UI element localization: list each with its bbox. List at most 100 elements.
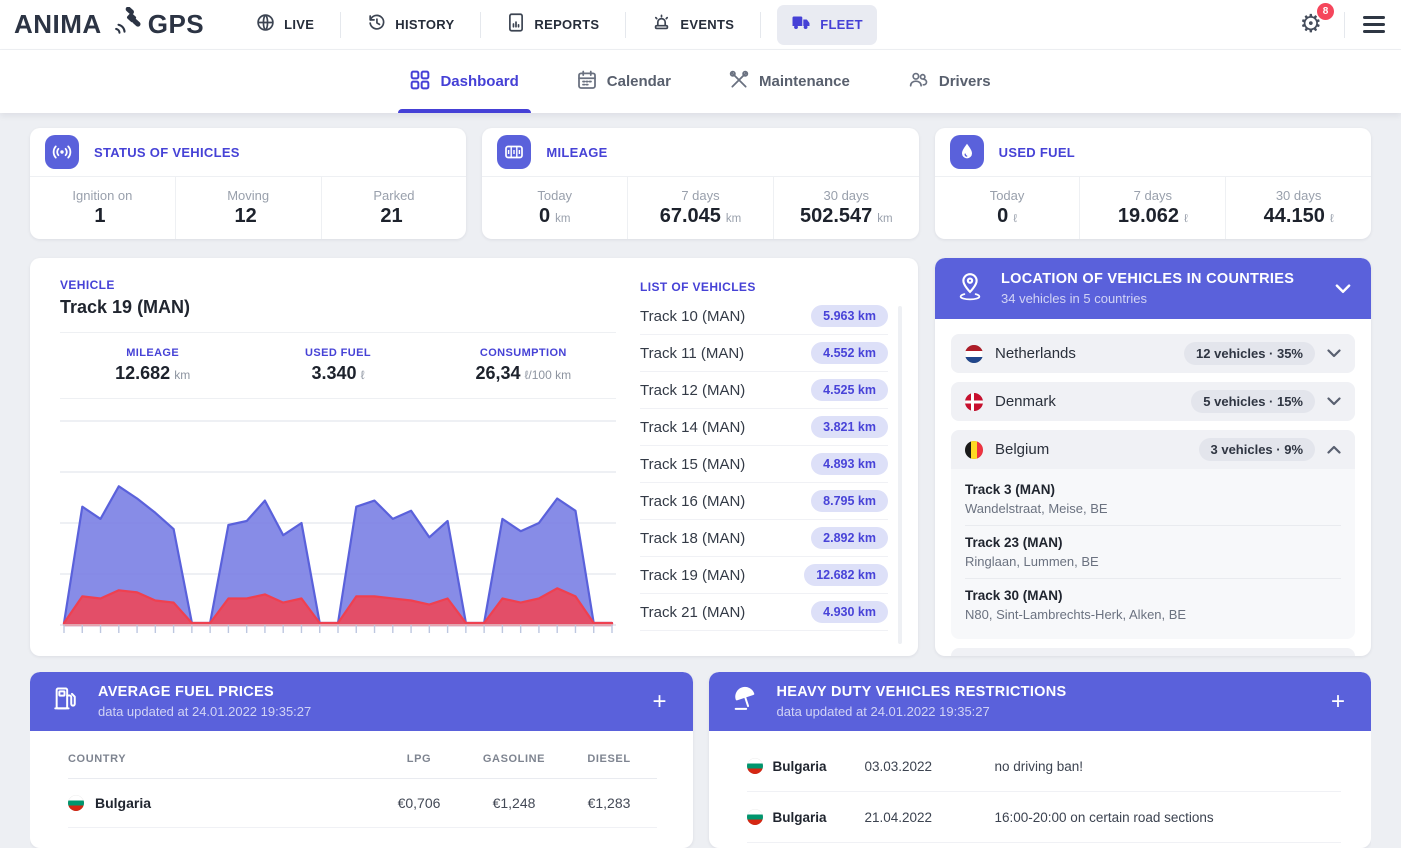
country-row-belgium[interactable]: Belgium 3 vehicles · 9% [951, 430, 1355, 469]
chevron-down-icon[interactable] [1327, 349, 1341, 358]
vehicle-name: Track 12 (MAN) [640, 381, 746, 399]
nav-events[interactable]: EVENTS [642, 5, 744, 45]
anima-gps-logo[interactable]: ANIMA GPS [14, 6, 204, 42]
fuel-price-row: Bulgaria €0,706 €1,248 €1,283 [68, 779, 657, 828]
mileage-badge: 4.525 km [811, 379, 888, 401]
dashboard-grid-icon [410, 70, 430, 94]
vehicle-detail: VEHICLE Track 19 (MAN) MILEAGE 12.682 km … [30, 258, 640, 656]
mileage-badge: 2.892 km [811, 527, 888, 549]
vehicle-list-scrollbar[interactable] [898, 306, 902, 644]
alarm-siren-icon [652, 13, 671, 37]
stat-label: Parked [373, 188, 415, 203]
vehicle-list-row[interactable]: Track 21 (MAN) 4.930 km [640, 594, 888, 631]
column-country: COUNTRY [68, 753, 127, 765]
country-name: Denmark [995, 393, 1056, 410]
country-flag-icon [68, 795, 84, 811]
vehicle-list-row[interactable]: Track 16 (MAN) 8.795 km [640, 483, 888, 520]
vehicle-stat-label: USED FUEL [305, 347, 371, 359]
restriction-row: Bulgaria 03.03.2022 no driving ban! [746, 741, 1341, 792]
vehicle-list-row[interactable]: Track 15 (MAN) 4.893 km [640, 446, 888, 483]
vehicle-stat: MILEAGE 12.682 km [60, 347, 245, 384]
kpi-cards-row: STATUS OF VEHICLES Ignition on 1 Moving … [30, 128, 1371, 239]
chevron-up-icon[interactable] [1327, 445, 1341, 454]
vehicle-list-row[interactable]: Track 12 (MAN) 4.525 km [640, 372, 888, 409]
stat-label: Moving [227, 188, 270, 203]
country-vehicle-address: N80, Sint-Lambrechts-Herk, Alken, BE [965, 607, 1187, 622]
nav-label: EVENTS [680, 17, 735, 32]
nav-fleet[interactable]: FLEET [777, 4, 877, 45]
chevron-down-icon[interactable] [1335, 283, 1351, 294]
tab-drivers[interactable]: Drivers [888, 50, 1011, 113]
stat-value: 0 km [538, 205, 571, 227]
settings-button[interactable]: ⚙ 8 [1294, 3, 1334, 39]
locations-header[interactable]: LOCATION OF VEHICLES IN COUNTRIES 34 veh… [935, 258, 1371, 319]
stat-item: 30 days 502.547 km [772, 177, 919, 239]
main-nav: LIVE HISTORY REPORTS [246, 4, 877, 45]
nav-label: HISTORY [395, 17, 455, 32]
mileage-card: MILEAGE Today 0 km 7 days 67.045 km 30 day… [482, 128, 919, 239]
country-vehicle-item[interactable]: Track 3 (MAN) Wandelstraat, Meise, BE [965, 473, 1341, 525]
nav-reports[interactable]: REPORTS [497, 5, 609, 45]
tab-maintenance[interactable]: Maintenance [709, 50, 870, 113]
vehicle-stat-label: CONSUMPTION [479, 347, 567, 359]
vehicle-name: Track 19 (MAN) [640, 566, 746, 584]
column-gasoline: GASOLINE [482, 753, 546, 765]
stat-value: 12 [234, 205, 257, 227]
mileage-badge: 8.795 km [811, 490, 888, 512]
tab-dashboard[interactable]: Dashboard [390, 50, 538, 113]
fuel-prices-title: AVERAGE FUEL PRICES [98, 684, 274, 700]
country-name: Bulgaria [95, 795, 152, 811]
country-vehicle-item[interactable]: Track 23 (MAN) Ringlaan, Lummen, BE [965, 525, 1341, 578]
nav-label: FLEET [820, 17, 863, 32]
country-vehicle-item[interactable]: Track 30 (MAN) N80, Sint-Lambrechts-Herk… [965, 578, 1341, 631]
add-button[interactable]: + [1330, 687, 1345, 715]
stat-value: 19.062 ℓ [1117, 205, 1188, 227]
vehicle-stat-value: 26,34 ℓ/100 km [475, 363, 572, 383]
country-vehicle-count-badge: 3 vehicles · 9% [1198, 438, 1315, 461]
restrictions-list: Bulgaria 03.03.2022 no driving ban! Bulg… [709, 731, 1372, 843]
vehicle-stats: MILEAGE 12.682 km USED FUEL 3.340 ℓ CONSUM… [60, 347, 616, 384]
nav-live[interactable]: LIVE [246, 5, 324, 45]
restriction-date: 03.03.2022 [864, 758, 933, 774]
country-row-netherlands[interactable]: Netherlands 12 vehicles · 35% [951, 334, 1355, 373]
fuel-prices-updated: data updated at 24.01.2022 19:35:27 [98, 704, 312, 719]
country-flag-icon [746, 758, 763, 774]
divider [625, 11, 627, 38]
truck-icon [791, 14, 811, 36]
country-vehicle-name: Track 30 (MAN) [965, 588, 1063, 603]
vehicle-list-row[interactable]: Track 19 (MAN) 12.682 km [640, 557, 888, 594]
stat-value: 502.547 km [799, 205, 893, 227]
restrictions-header: HEAVY DUTY VEHICLES RESTRICTIONS data up… [708, 672, 1371, 731]
chevron-down-icon[interactable] [1327, 397, 1341, 406]
locations-subtitle: 34 vehicles in 5 countries [1001, 291, 1147, 306]
vehicle-name: Track 14 (MAN) [640, 418, 746, 436]
vehicle-name: Track 11 (MAN) [640, 344, 745, 362]
vehicle-list-row[interactable]: Track 10 (MAN) 5.963 km [640, 298, 888, 335]
nav-history[interactable]: HISTORY [357, 5, 464, 45]
stat-value: 67.045 km [659, 205, 742, 227]
odometer-icon [497, 135, 532, 169]
stat-item: 7 days 19.062 ℓ [1079, 177, 1225, 239]
netherlands-flag-icon [965, 344, 983, 363]
report-document-icon [507, 12, 525, 37]
locations-panel: LOCATION OF VEHICLES IN COUNTRIES 34 veh… [935, 258, 1371, 656]
restrictions-title: HEAVY DUTY VEHICLES RESTRICTIONS [776, 684, 1067, 700]
add-button[interactable]: + [652, 687, 667, 715]
vehicle-list-row[interactable]: Track 18 (MAN) 2.892 km [640, 520, 888, 557]
country-vehicle-count-badge: 5 vehicles · 15% [1191, 390, 1315, 413]
country-row-germany[interactable]: Germany 13 vehicles · 38% [951, 648, 1355, 656]
country-name: Bulgaria [772, 809, 827, 825]
status-of-vehicles-card: STATUS OF VEHICLES Ignition on 1 Moving … [30, 128, 467, 239]
vehicle-list-row[interactable]: Track 14 (MAN) 3.821 km [640, 409, 888, 446]
column-lpg: LPG [406, 753, 432, 765]
vehicle-list-row[interactable]: Track 22 (MAN) [640, 631, 888, 638]
restriction-text: 16:00-20:00 on certain road sections [994, 809, 1214, 825]
country-row-denmark[interactable]: Denmark 5 vehicles · 15% [951, 382, 1355, 421]
vehicle-stat-label: MILEAGE [126, 347, 180, 359]
hamburger-menu-icon[interactable] [1361, 12, 1387, 37]
country-vehicle-name: Track 3 (MAN) [965, 482, 1056, 497]
tab-calendar[interactable]: Calendar [557, 50, 691, 113]
vehicle-list-row[interactable]: Track 11 (MAN) 4.552 km [640, 335, 888, 372]
